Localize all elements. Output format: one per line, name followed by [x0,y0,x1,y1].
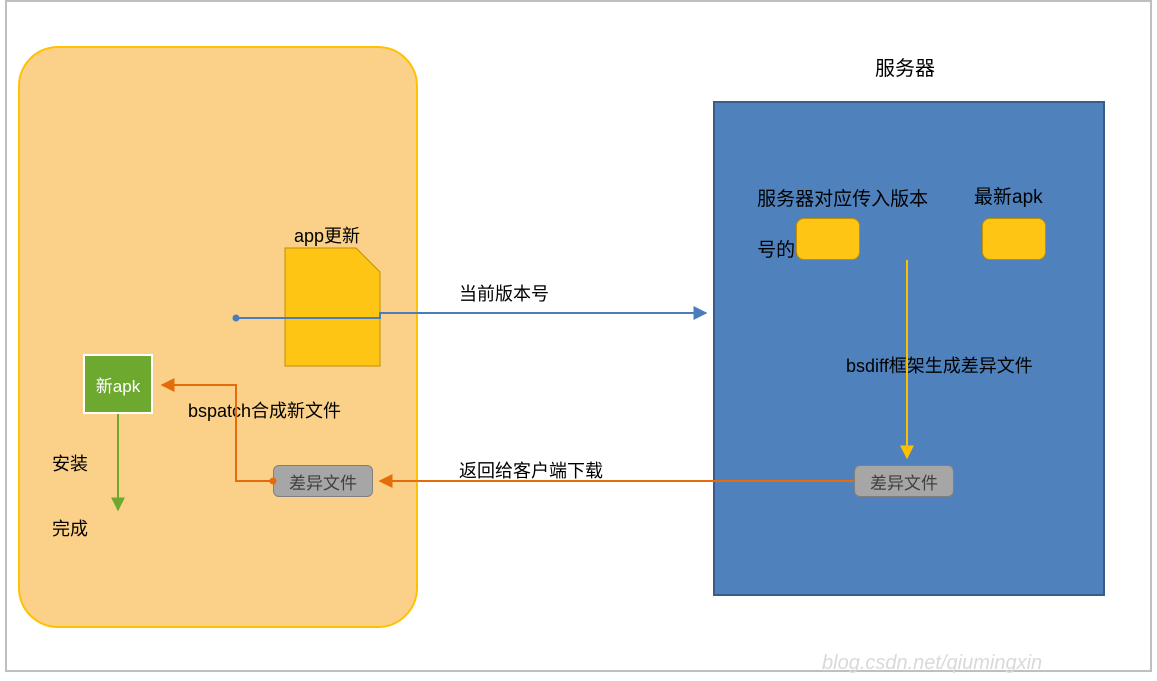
new-apk-box: 新apk [83,354,153,414]
server-text-incoming-line1: 服务器对应传入版本 [757,189,928,210]
install-label: 安装 [52,450,88,476]
diff-file-server: 差异文件 [854,465,954,497]
current-version-label: 当前版本号 [459,280,549,306]
done-label: 完成 [52,515,88,541]
return-diff-label: 返回给客户端下载 [459,457,603,483]
server-apk-box-latest [982,218,1046,260]
diagram-canvas: 服务器 app更新 服务器对应传入版本 号的apk 最新apk 新apk 差异文… [0,0,1157,681]
server-title: 服务器 [875,52,935,81]
bsdiff-label: bsdiff框架生成差异文件 [846,352,1033,378]
diff-file-client: 差异文件 [273,465,373,497]
app-update-label: app更新 [294,222,360,248]
watermark: blog.csdn.net/qiumingxin [822,652,1042,675]
server-apk-box-incoming [796,218,860,260]
bspatch-label: bspatch合成新文件 [188,397,341,423]
new-apk-label: 新apk [96,372,140,397]
diff-file-server-label: 差异文件 [870,469,938,494]
server-text-latest: 最新apk [974,182,1043,209]
diff-file-client-label: 差异文件 [289,469,357,494]
